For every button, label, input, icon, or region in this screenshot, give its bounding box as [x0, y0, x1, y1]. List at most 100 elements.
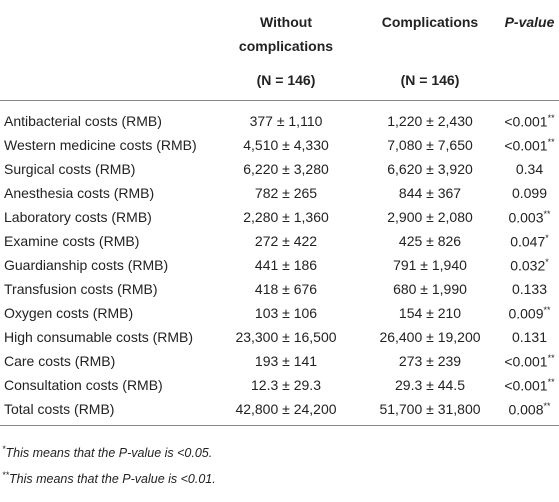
cell: 6,620 ± 3,920	[387, 161, 473, 177]
p-value: <0.001	[504, 353, 548, 370]
p-value: 0.34	[515, 161, 544, 177]
cell: 441 ± 186	[254, 257, 318, 273]
table-row: Guardianship costs (RMB) 441 ± 186 791 ± 1…	[0, 253, 559, 277]
footnote: *This means that the P-value is <0.05.	[2, 438, 559, 464]
p-cell: 0.032*	[500, 253, 559, 277]
p-value: 0.003	[508, 209, 544, 226]
significance: **	[547, 136, 555, 147]
cell: 23,300 ± 16,500	[235, 329, 337, 345]
cell: 418 ± 676	[254, 281, 318, 297]
table-row: Oxygen costs (RMB) 103 ± 106 154 ± 210 0.00…	[0, 301, 559, 325]
significance: **	[543, 400, 551, 411]
cell: 7,080 ± 7,650	[387, 137, 473, 153]
row-label: Transfusion costs (RMB)	[4, 281, 158, 297]
significance: **	[547, 112, 555, 123]
p-cell: <0.001**	[500, 133, 559, 157]
p-cell: 0.003**	[500, 205, 559, 229]
table-body: Antibacterial costs (RMB) 377 ± 1,110 1,22…	[0, 101, 559, 426]
cell: 273 ± 239	[398, 353, 462, 369]
footnote-text: This means that the P-value is <0.01.	[9, 472, 216, 487]
cell: 26,400 ± 19,200	[379, 329, 481, 345]
p-value: <0.001	[504, 113, 548, 130]
header-cell: Without complications	[238, 14, 334, 54]
cost-table: Without complications Complications P-va…	[0, 0, 559, 426]
header-cell	[0, 0, 212, 72]
cell: 51,700 ± 31,800	[360, 397, 500, 426]
row-label: Western medicine costs (RMB)	[4, 137, 197, 153]
footnote-mark: **	[2, 470, 10, 481]
row-label: Care costs (RMB)	[4, 353, 116, 369]
cell: 782 ± 265	[254, 185, 318, 201]
p-value: 0.099	[511, 185, 548, 201]
p-value: 0.032	[510, 257, 546, 274]
cell: 6,220 ± 3,280	[243, 161, 329, 177]
p-value: 0.008	[508, 401, 544, 418]
cell: 193 ± 141	[254, 353, 318, 369]
n-cell: (N = 146)	[212, 72, 360, 101]
header-row: Without complications Complications P-va…	[0, 0, 559, 72]
row-label: Total costs (RMB)	[0, 397, 212, 426]
row-label: Anesthesia costs (RMB)	[4, 185, 155, 201]
p-cell: 0.047*	[500, 229, 559, 253]
table-row: Surgical costs (RMB) 6,220 ± 3,280 6,620 ±…	[0, 157, 559, 181]
p-cell: 0.131	[500, 325, 559, 349]
row-label: High consumable costs (RMB)	[4, 329, 194, 345]
p-cell: 0.009**	[500, 301, 559, 325]
header-cell	[500, 72, 559, 101]
significance: **	[543, 304, 551, 315]
p-value: 0.131	[511, 329, 548, 345]
cell: 12.3 ± 29.3	[251, 377, 321, 393]
footnote: **This means that the P-value is <0.01.	[2, 464, 559, 490]
p-value: <0.001	[504, 377, 548, 394]
p-value: <0.001	[504, 137, 548, 154]
table-row: Anesthesia costs (RMB) 782 ± 265 844 ± 367…	[0, 181, 559, 205]
p-value: 0.133	[511, 281, 548, 297]
p-value: 0.047	[510, 233, 546, 250]
header-cell	[0, 72, 212, 101]
cell: 791 ± 1,940	[393, 257, 467, 273]
table-row: Laboratory costs (RMB) 2,280 ± 1,360 2,900…	[0, 205, 559, 229]
footnote-text: This means that the P-value is <0.05.	[5, 446, 213, 461]
significance: *	[545, 232, 549, 243]
significance: **	[547, 376, 555, 387]
cell: 425 ± 826	[398, 233, 462, 249]
cell: 1,220 ± 2,430	[387, 113, 473, 129]
table-row: Care costs (RMB) 193 ± 141 273 ± 239 <0.001…	[0, 349, 559, 373]
p-cell: 0.008**	[500, 397, 559, 426]
row-label: Laboratory costs (RMB)	[4, 209, 152, 225]
cell: 680 ± 1,990	[393, 281, 467, 297]
table-row: Examine costs (RMB) 272 ± 422 425 ± 826 0.0…	[0, 229, 559, 253]
cell: 844 ± 367	[398, 185, 462, 201]
table-row: Consultation costs (RMB) 12.3 ± 29.3 29.3 …	[0, 373, 559, 397]
row-label: Examine costs (RMB)	[4, 233, 140, 249]
n-cell: (N = 146)	[360, 72, 500, 101]
p-value: 0.009	[508, 305, 544, 322]
cell: 2,900 ± 2,080	[387, 209, 473, 225]
row-label: Consultation costs (RMB)	[4, 377, 163, 393]
cell: 2,280 ± 1,360	[243, 209, 329, 225]
p-cell: <0.001**	[500, 349, 559, 373]
significance: **	[547, 352, 555, 363]
footnote-mark: *	[2, 444, 6, 454]
cell: 377 ± 1,110	[249, 113, 323, 129]
header-cell: Complications	[381, 14, 479, 30]
p-cell: 0.099	[500, 181, 559, 205]
header-row: (N = 146) (N = 146)	[0, 72, 559, 101]
table-row: Transfusion costs (RMB) 418 ± 676 680 ± 1,…	[0, 277, 559, 301]
table-row: High consumable costs (RMB) 23,300 ± 16,5…	[0, 325, 559, 349]
row-label: Antibacterial costs (RMB)	[4, 113, 162, 129]
table-row: Western medicine costs (RMB) 4,510 ± 4,33…	[0, 133, 559, 157]
cell: 154 ± 210	[398, 305, 462, 321]
cell: 272 ± 422	[254, 233, 318, 249]
footnotes: *This means that the P-value is <0.05. **…	[0, 438, 559, 490]
p-cell: <0.001**	[500, 101, 559, 134]
p-cell: 0.34	[500, 157, 559, 181]
table-row: Total costs (RMB) 42,800 ± 24,200 51,700 ±…	[0, 397, 559, 426]
p-cell: <0.001**	[500, 373, 559, 397]
cell: 4,510 ± 4,330	[243, 137, 329, 153]
significance: *	[545, 256, 549, 267]
p-cell: 0.133	[500, 277, 559, 301]
row-label: Guardianship costs (RMB)	[4, 257, 169, 273]
row-label: Surgical costs (RMB)	[4, 161, 136, 177]
